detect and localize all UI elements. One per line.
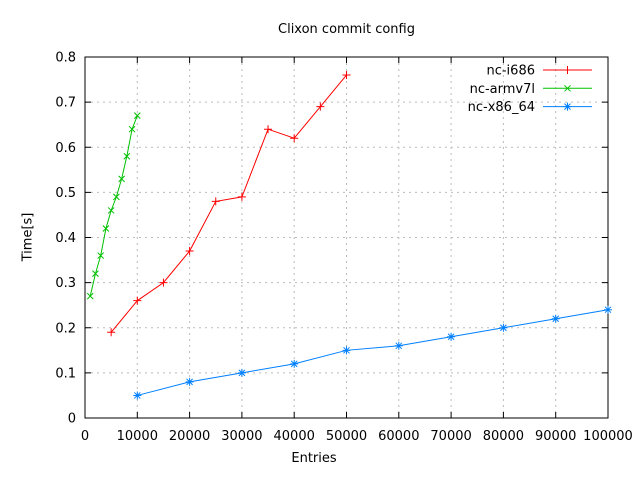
legend-marker-icon xyxy=(564,84,571,92)
y-tick-label: 0.2 xyxy=(55,321,76,336)
legend-marker-icon xyxy=(563,102,572,111)
y-tick-label: 0.6 xyxy=(55,141,76,156)
legend-label: nc-i686 xyxy=(486,64,535,79)
series-nc-i686 xyxy=(107,71,351,337)
data-point-marker xyxy=(290,359,299,368)
x-tick-label: 90000 xyxy=(535,429,576,444)
x-tick-label: 20000 xyxy=(169,429,210,444)
data-point-marker xyxy=(102,225,110,232)
x-tick-label: 10000 xyxy=(117,429,158,444)
x-axis-label: Entries xyxy=(291,451,337,466)
data-point-marker xyxy=(447,332,456,341)
data-point-marker xyxy=(97,252,105,259)
x-tick-label: 60000 xyxy=(378,429,419,444)
y-tick-label: 0.3 xyxy=(55,276,76,291)
data-point-marker xyxy=(604,305,612,314)
data-point-marker xyxy=(342,71,351,80)
x-tick-label: 100000 xyxy=(583,429,633,444)
x-tick-label: 50000 xyxy=(326,429,367,444)
data-point-marker xyxy=(86,292,94,300)
y-tick-label: 0.4 xyxy=(55,231,76,246)
y-tick-label: 0.5 xyxy=(55,186,76,201)
series-line xyxy=(89,115,138,297)
series-nc-x86_64 xyxy=(133,305,612,400)
data-point-marker xyxy=(499,323,508,332)
data-point-marker xyxy=(185,377,194,386)
data-point-marker xyxy=(237,192,246,201)
data-point-marker xyxy=(133,112,141,120)
data-point-marker xyxy=(113,193,120,201)
data-point-marker xyxy=(107,328,116,337)
series-line xyxy=(137,309,609,396)
y-tick-label: 0.7 xyxy=(55,96,76,111)
data-point-marker xyxy=(316,102,325,111)
x-tick-label: 40000 xyxy=(274,429,315,444)
data-point-marker xyxy=(211,197,220,206)
x-tick-label: 30000 xyxy=(221,429,262,444)
legend-label: nc-armv7l xyxy=(470,82,535,97)
data-point-marker xyxy=(159,278,168,287)
data-point-marker xyxy=(394,341,403,350)
data-point-marker xyxy=(133,391,142,400)
data-point-marker xyxy=(185,247,194,256)
legend-label: nc-x86_64 xyxy=(468,100,535,115)
data-point-marker xyxy=(237,368,246,377)
data-point-marker xyxy=(551,314,560,323)
data-point-marker xyxy=(342,346,351,355)
y-tick-label: 0 xyxy=(68,412,76,427)
x-tick-label: 70000 xyxy=(430,429,471,444)
data-point-marker xyxy=(118,175,125,183)
y-tick-label: 0.8 xyxy=(55,51,76,66)
data-point-marker xyxy=(123,152,131,160)
data-point-marker xyxy=(107,207,115,214)
legend-marker-icon xyxy=(563,66,572,74)
x-tick-label: 0 xyxy=(81,429,89,444)
series-nc-armv7l xyxy=(86,112,141,300)
data-point-marker xyxy=(92,270,99,277)
legend: nc-i686 nc-armv7l nc-x86_64 xyxy=(468,64,592,115)
data-point-marker xyxy=(133,296,142,305)
y-tick-label: 0.1 xyxy=(55,366,76,381)
data-point-marker xyxy=(128,125,136,133)
chart-title: Clixon commit config xyxy=(278,22,415,37)
data-point-marker xyxy=(290,134,299,143)
data-point-marker xyxy=(264,125,273,134)
series-line xyxy=(110,74,347,333)
x-tick-label: 80000 xyxy=(483,429,524,444)
